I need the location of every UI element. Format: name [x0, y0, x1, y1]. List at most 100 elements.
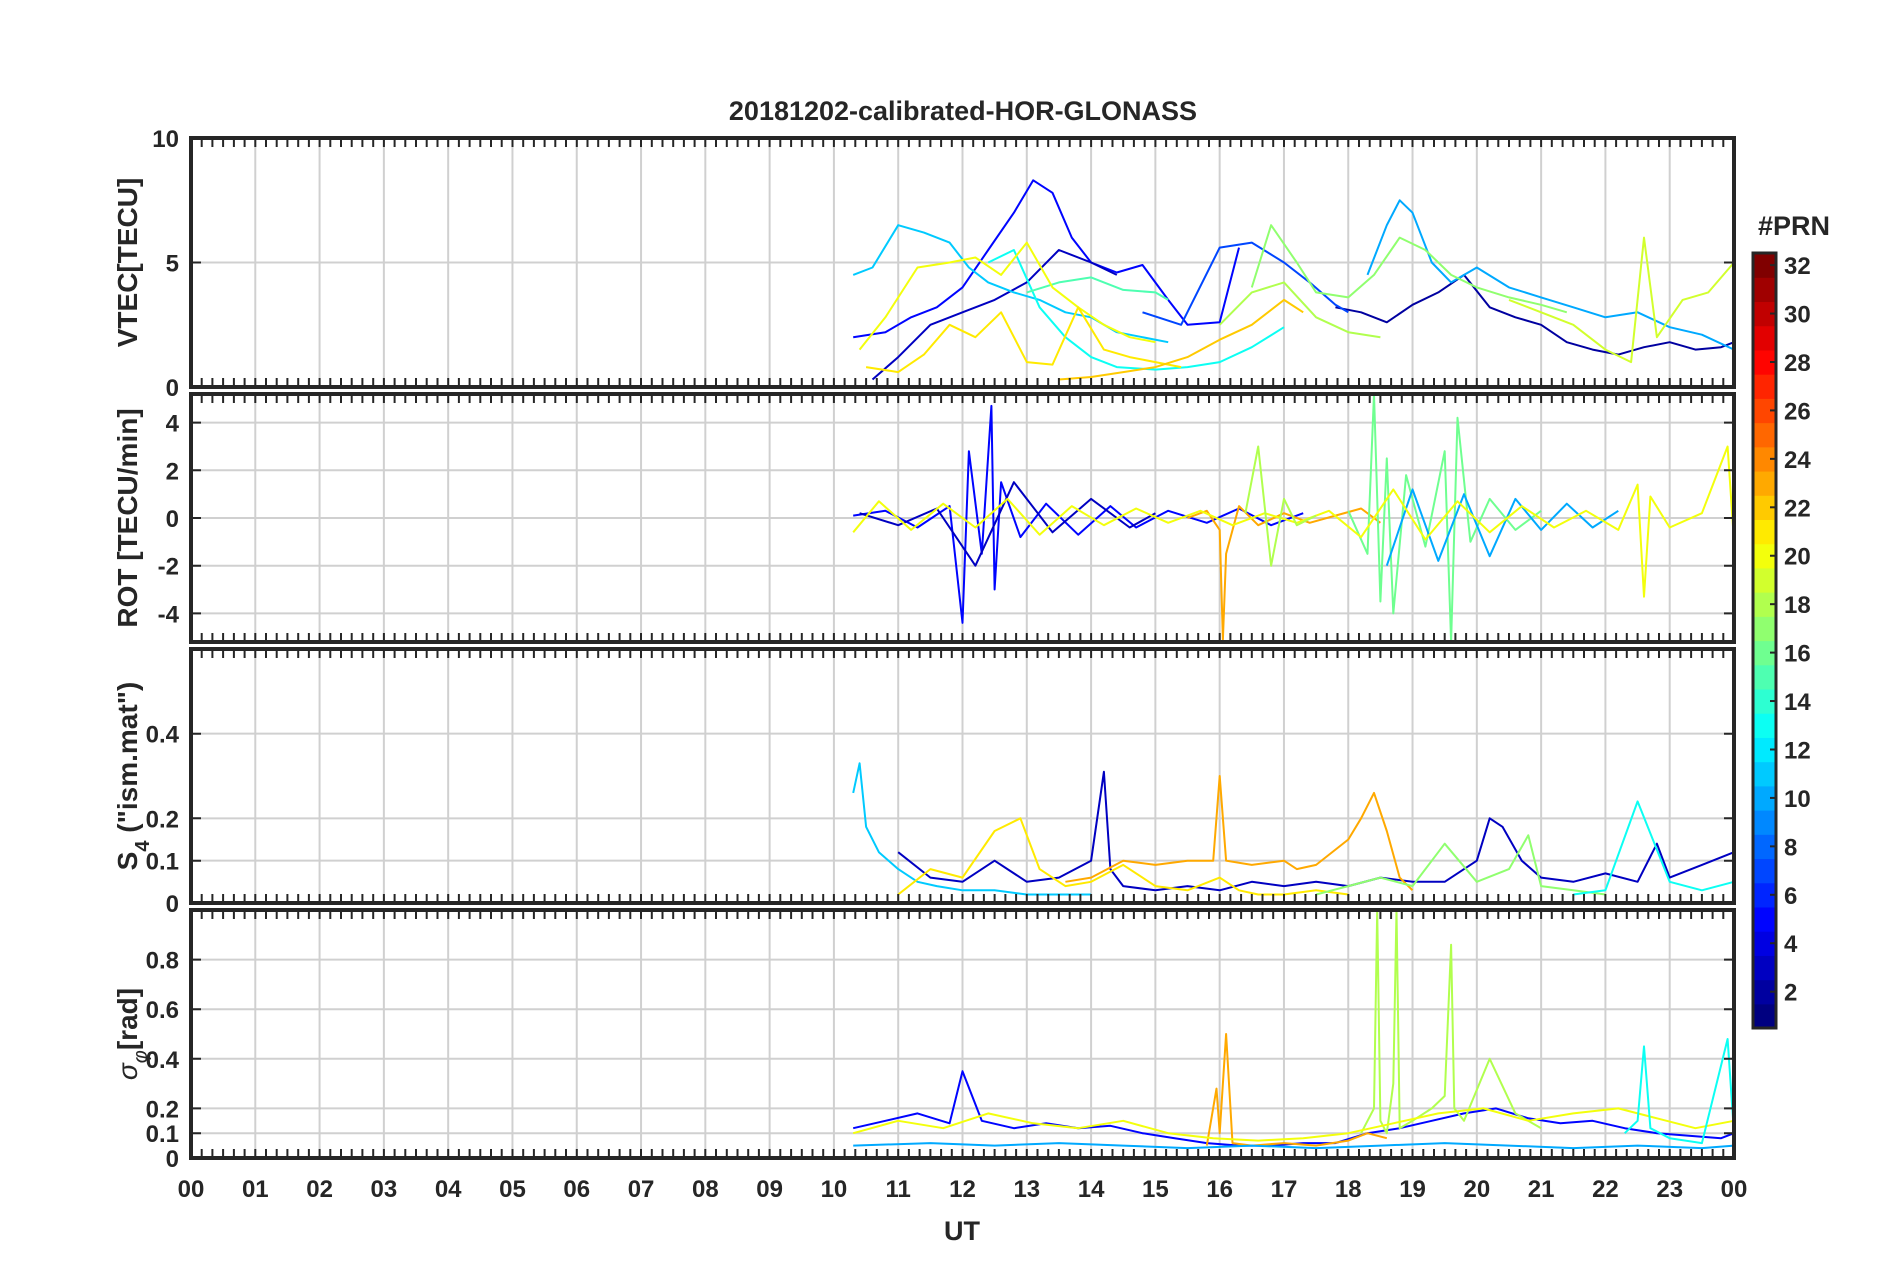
colorbar-tick-label: 18	[1784, 592, 1811, 619]
colorbar-tick-label: 12	[1784, 737, 1811, 764]
y-axis-label: S4 ("ism.mat")	[112, 682, 154, 871]
colorbar-segment	[1753, 543, 1776, 569]
series-prn-23	[1187, 505, 1381, 641]
x-tick-label: 07	[628, 1176, 655, 1203]
y-tick-label: 0.4	[146, 1047, 180, 1074]
y-ticks	[191, 421, 1734, 615]
series-prn-11	[852, 224, 1169, 344]
colorbar-tick-label: 22	[1784, 495, 1811, 522]
colorbar-tick-label: 16	[1784, 641, 1811, 668]
x-tick-label: 20	[1463, 1176, 1490, 1203]
colorbar-segment	[1753, 374, 1776, 399]
colorbar-segment	[1753, 979, 1776, 1005]
colorbar-segment	[1753, 882, 1776, 908]
chart-title: 20181202-calibrated-HOR-GLONASS	[729, 96, 1197, 126]
x-tick-label: 09	[756, 1176, 783, 1203]
colorbar-tick-label: 30	[1784, 302, 1811, 329]
y-tick-label: 10	[152, 126, 179, 153]
series-prn-13	[1573, 800, 1735, 896]
colorbar-segment	[1753, 713, 1776, 738]
colorbar-segment	[1753, 785, 1776, 811]
series-prn-10	[1385, 488, 1619, 567]
x-tick-label: 01	[242, 1176, 269, 1203]
colorbar-segment	[1753, 688, 1776, 714]
y-tick-label: 0	[166, 506, 179, 533]
series-prn-5	[853, 179, 1240, 339]
series-prn-17	[1250, 224, 1568, 314]
y-axis-label: VTEC[TECU]	[112, 178, 143, 348]
series-prn-18	[1218, 281, 1381, 339]
colorbar-tick-label: 8	[1784, 834, 1797, 861]
y-tick-label: 0	[166, 375, 179, 402]
y-tick-label: 0.4	[146, 722, 180, 749]
y-tick-label: -4	[158, 601, 180, 628]
colorbar-segment	[1753, 810, 1776, 835]
series-prn-7	[1142, 241, 1349, 326]
series-prn-5	[853, 404, 1304, 624]
x-tick-label: 19	[1399, 1176, 1426, 1203]
series-prn-21	[865, 306, 1182, 374]
x-axis-tick-labels: 00 01 02 03 04 05 06 07 08 09 10 11 12 13 14 15 16 17 18 19…	[178, 1176, 1748, 1203]
series-prn-18	[1244, 445, 1317, 567]
colorbar-tick-label: 20	[1784, 544, 1811, 571]
y-tick-label: 2	[166, 458, 179, 485]
x-tick-label: 17	[1271, 1176, 1298, 1203]
series-prn-20	[852, 445, 1735, 598]
series-prn-18	[1360, 909, 1542, 1135]
y-tick-label: 0	[166, 891, 179, 918]
panel-sigma_phi: 00.10.2 0.4 0.6 0.8 σφ[rad]	[112, 908, 1736, 1173]
colorbar-segment	[1753, 616, 1776, 642]
x-tick-label: 16	[1206, 1176, 1233, 1203]
colorbar-label: #PRN	[1758, 211, 1830, 241]
x-tick-label: 04	[435, 1176, 462, 1203]
series-prn-19	[1508, 236, 1735, 364]
y-tick-label: 4	[166, 411, 180, 438]
y-tick-label: 0.1	[146, 1121, 179, 1148]
colorbar-segment	[1753, 640, 1776, 666]
x-tick-label: 08	[692, 1176, 719, 1203]
y-axis-label: σφ[rad]	[112, 988, 152, 1080]
axes-frame	[189, 136, 1736, 389]
colorbar-tick-label: 14	[1784, 689, 1811, 716]
colorbar-tick-label: 26	[1784, 398, 1811, 425]
series-prn-5	[852, 1070, 1735, 1147]
x-tick-label: 00	[178, 1176, 205, 1203]
colorbar-tick-label: 24	[1784, 447, 1811, 474]
colorbar-tick-label: 28	[1784, 350, 1811, 377]
colorbar-segment	[1753, 470, 1776, 496]
colorbar-segment	[1753, 519, 1776, 545]
series-prn-16	[1347, 393, 1542, 643]
y-tick-label: 0.2	[146, 806, 179, 833]
x-tick-label: 02	[306, 1176, 333, 1203]
colorbar-segment	[1753, 567, 1776, 593]
y-tick-label: -2	[158, 554, 179, 581]
panel-s4: 0 0.1 0.2 0.4S4 ("ism.mat")	[112, 647, 1736, 918]
colorbar-segment	[1753, 398, 1776, 424]
colorbar-tick-label: 32	[1784, 253, 1811, 280]
series-prn-15	[1026, 276, 1169, 301]
colorbar-segment	[1753, 955, 1776, 981]
colorbar-segment	[1753, 906, 1776, 932]
series-prn-20	[858, 241, 1156, 351]
colorbar-frame	[1751, 251, 1778, 1030]
x-tick-label: 15	[1142, 1176, 1169, 1203]
x-tick-label: 06	[563, 1176, 590, 1203]
colorbar-segment	[1753, 737, 1776, 763]
colorbar-segment	[1753, 858, 1776, 884]
series-prn-10	[1366, 199, 1735, 351]
series-prn-2	[1335, 273, 1735, 356]
colorbar-tick-label: 10	[1784, 786, 1811, 813]
axes-frame	[189, 392, 1736, 644]
x-tick-label: 10	[821, 1176, 848, 1203]
panel-vtec: 0 5 10 VTEC[TECU]	[112, 126, 1736, 402]
x-tick-label: 05	[499, 1176, 526, 1203]
colorbar-segment	[1753, 664, 1776, 690]
colorbar-segment	[1753, 301, 1776, 327]
colorbar-segment	[1753, 761, 1776, 787]
x-tick-label: 14	[1078, 1176, 1105, 1203]
series-prn-3	[871, 249, 1118, 381]
y-tick-label: 0.8	[146, 948, 179, 975]
colorbar-segment	[1753, 446, 1776, 472]
